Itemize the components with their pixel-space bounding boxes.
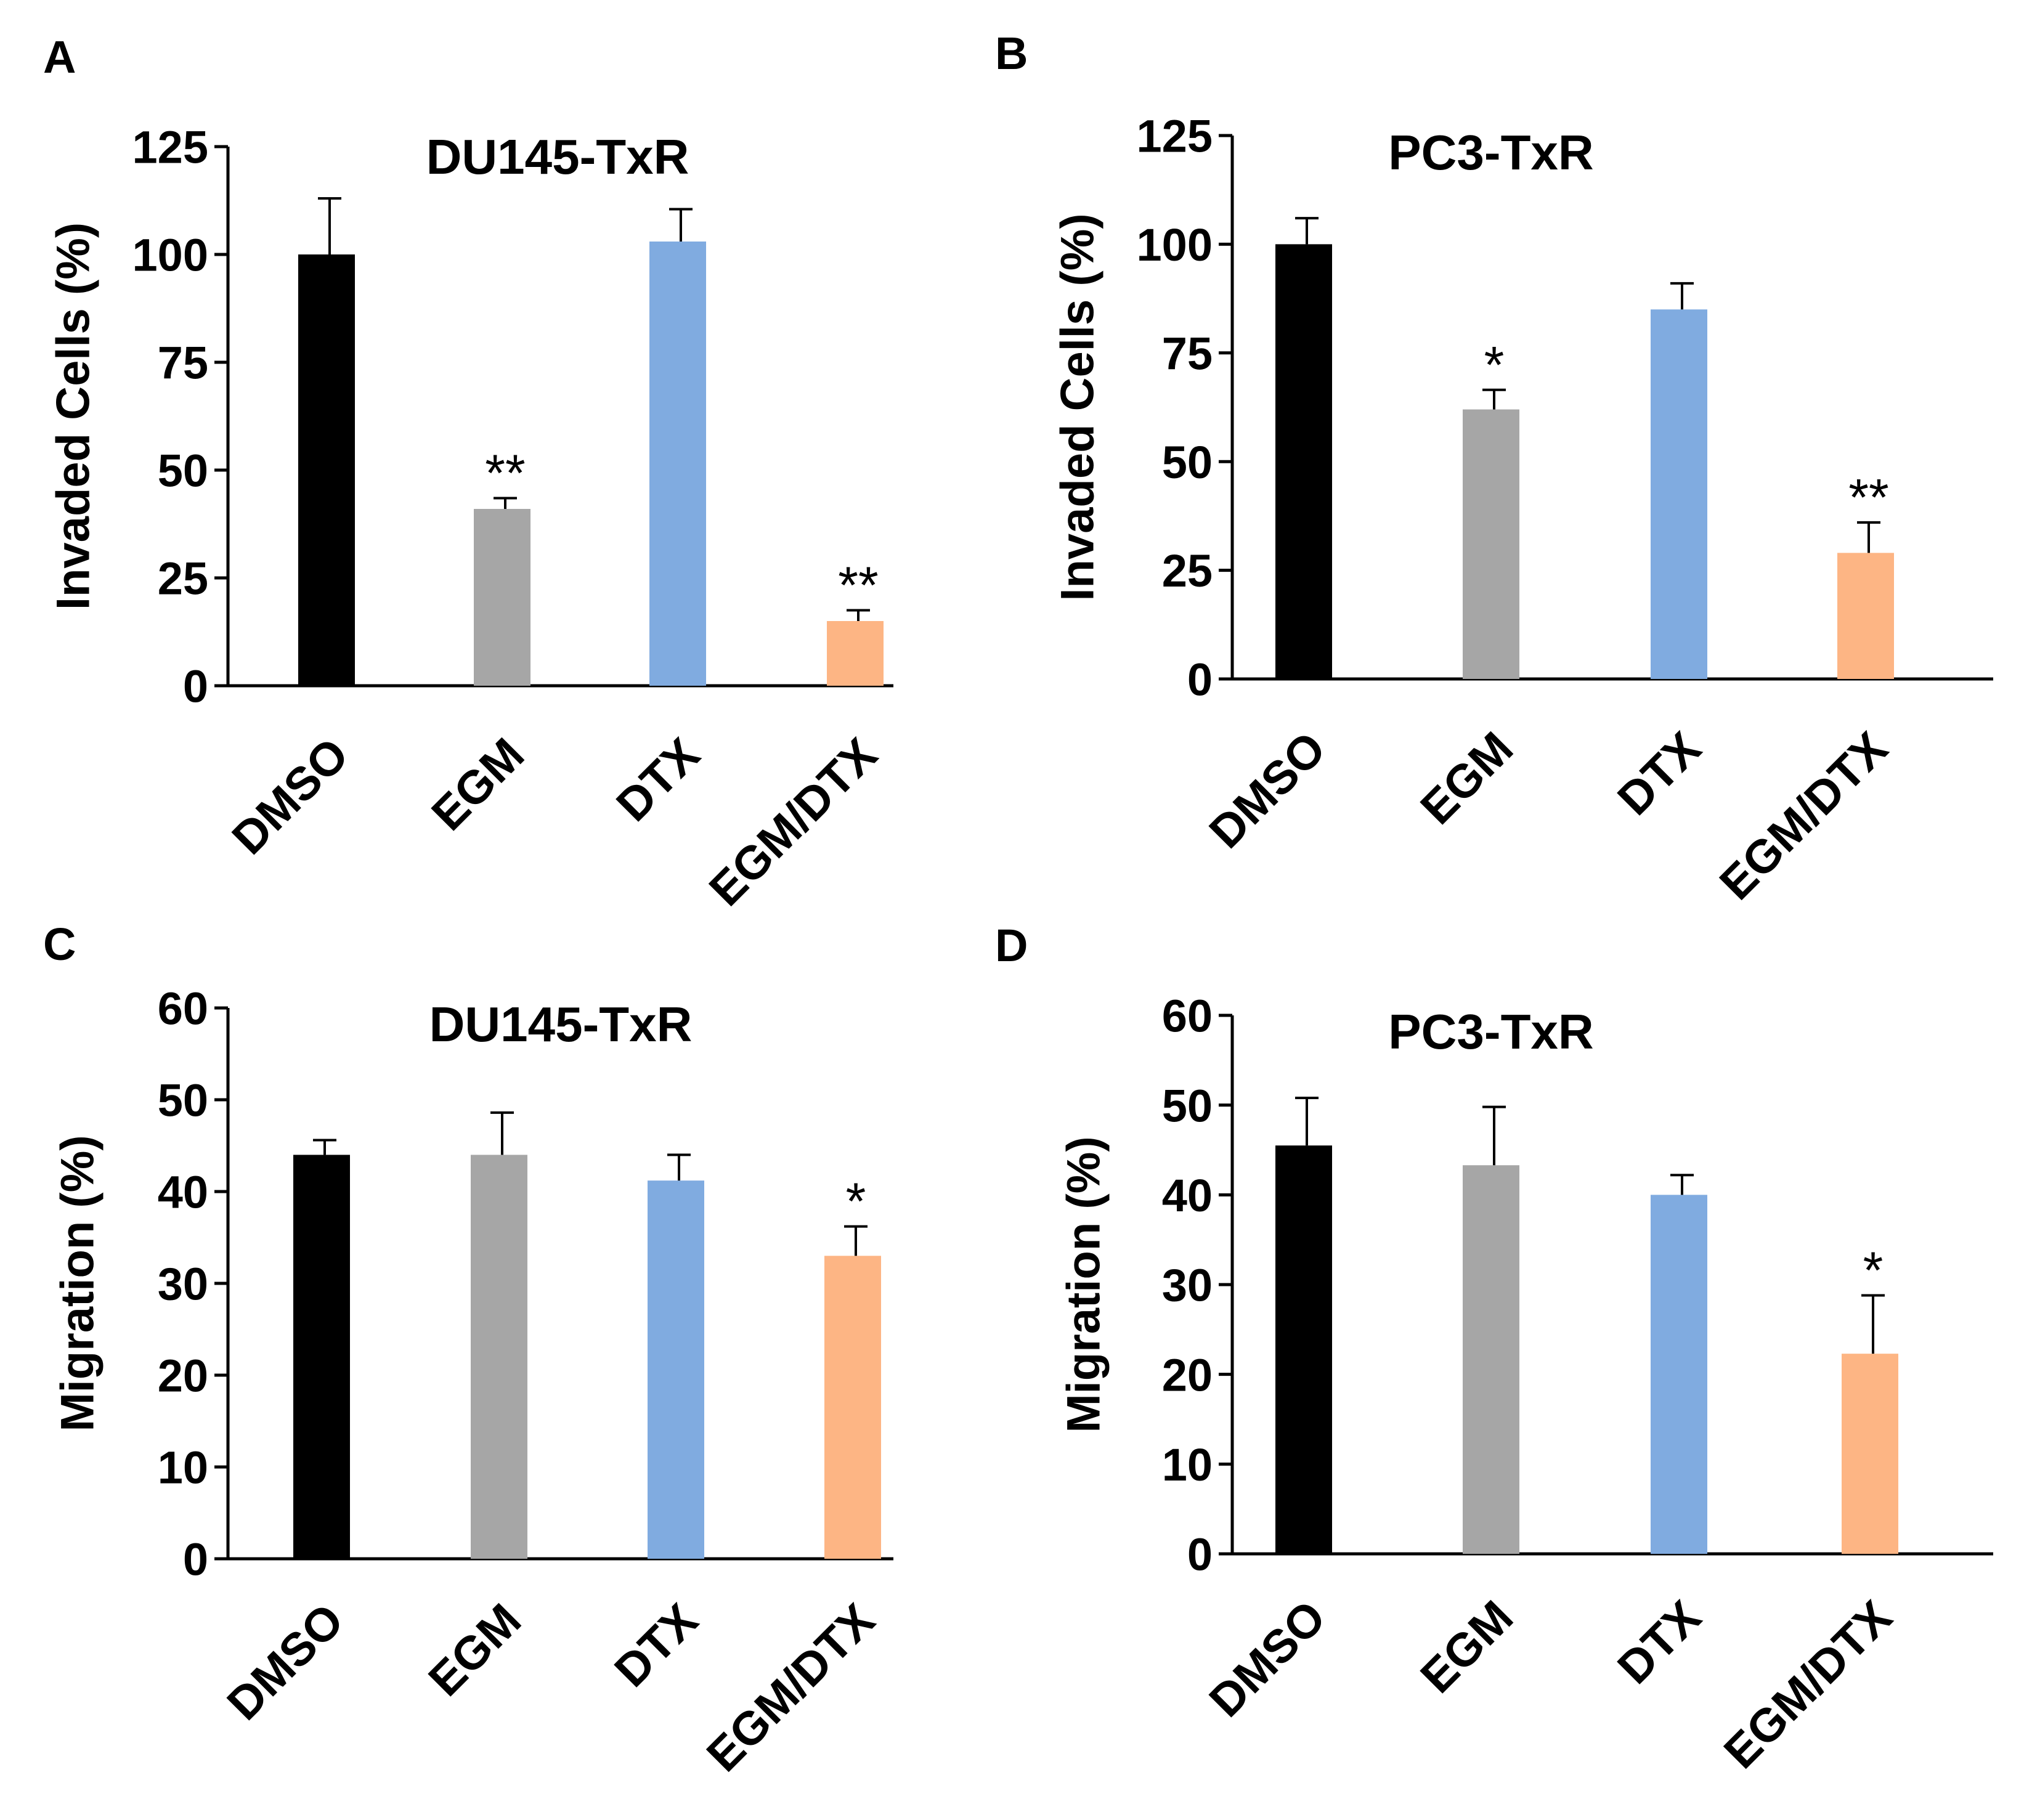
y-tick-label: 30	[1162, 1260, 1213, 1311]
y-tick-label: 20	[158, 1351, 208, 1402]
bar-dtx	[1651, 1195, 1707, 1554]
chart-title: DU145-TxR	[429, 997, 693, 1052]
chart-title: DU145-TxR	[426, 129, 689, 184]
significance-marker: **	[1848, 468, 1888, 526]
y-tick-label: 75	[1162, 328, 1213, 379]
y-tick-label: 0	[183, 1534, 208, 1585]
bar-dtx	[648, 1180, 704, 1559]
y-axis-label: Invaded Cells (%)	[47, 222, 100, 610]
bar-dmso	[1275, 244, 1332, 679]
category-label: EGM/DTX	[697, 1594, 885, 1782]
significance-marker: **	[838, 556, 878, 614]
bar-egm	[474, 509, 530, 686]
y-tick-label: 125	[1137, 111, 1213, 162]
y-tick-label: 0	[1187, 654, 1213, 705]
significance-marker: *	[1863, 1241, 1884, 1299]
bar-egm-dtx	[1842, 1354, 1898, 1554]
category-label: DMSO	[217, 1594, 354, 1730]
category-label: DMSO	[222, 728, 359, 864]
bar-egm-dtx	[827, 621, 884, 686]
panel-letter: A	[43, 31, 76, 83]
y-tick-label: 125	[132, 122, 208, 173]
y-tick-label: 100	[132, 230, 208, 281]
y-tick-label: 0	[183, 661, 208, 712]
panel-b: B PC3-TxR Invaded Cells (%) 0 25 50 75 100 125 DM…	[995, 28, 1993, 910]
y-tick-label: 30	[158, 1259, 208, 1310]
category-label: DMSO	[1200, 1591, 1336, 1727]
bar-egm-dtx	[1837, 553, 1894, 679]
panel-c: C DU145-TxR Migration (%) 0 10 20 30 40 50 60 DMSO…	[43, 919, 893, 1782]
bar-egm	[471, 1155, 527, 1559]
y-tick-label: 40	[1162, 1170, 1213, 1221]
category-label: DTX	[606, 728, 710, 832]
panel-letter: D	[995, 920, 1028, 971]
significance-marker: **	[485, 444, 525, 502]
y-tick-label: 100	[1137, 219, 1213, 270]
y-tick-label: 10	[1162, 1439, 1213, 1490]
category-label: EGM/DTX	[699, 728, 887, 916]
category-label: DTX	[1607, 722, 1711, 826]
category-label: EGM/DTX	[1714, 1591, 1902, 1779]
bar-dmso	[1275, 1145, 1332, 1554]
y-tick-label: 50	[1162, 437, 1213, 488]
bar-dtx	[649, 242, 706, 686]
significance-marker: *	[1484, 336, 1505, 394]
y-tick-label: 40	[158, 1167, 208, 1218]
y-tick-label: 60	[158, 983, 208, 1034]
chart-title: PC3-TxR	[1388, 125, 1593, 180]
y-tick-label: 50	[1162, 1080, 1213, 1131]
bar-egm-dtx	[824, 1256, 881, 1559]
category-label: EGM	[418, 1594, 531, 1707]
category-label: DTX	[1607, 1591, 1711, 1694]
panel-letter: C	[43, 919, 76, 970]
category-label: EGM	[421, 728, 534, 841]
y-axis-label: Migration (%)	[52, 1135, 104, 1431]
y-tick-label: 20	[1162, 1349, 1213, 1400]
panel-letter: B	[995, 28, 1028, 79]
panel-a: A DU145-TxR Invaded Cells (%) 0 25 50 75 100 125…	[43, 31, 893, 916]
y-tick-label: 60	[1162, 991, 1213, 1042]
y-axis-label: Migration (%)	[1058, 1136, 1110, 1432]
significance-marker: *	[846, 1172, 866, 1230]
y-axis-label: Invaded Cells (%)	[1052, 213, 1104, 601]
y-tick-label: 10	[158, 1442, 208, 1493]
y-tick-label: 75	[158, 338, 208, 389]
chart-title: PC3-TxR	[1388, 1004, 1593, 1059]
category-label: DMSO	[1200, 722, 1336, 858]
bar-egm	[1463, 409, 1519, 679]
bar-egm	[1463, 1165, 1519, 1554]
bar-dtx	[1651, 309, 1707, 679]
category-label: DTX	[604, 1594, 708, 1697]
y-tick-label: 50	[158, 445, 208, 497]
bar-dmso	[293, 1155, 350, 1559]
y-tick-label: 0	[1187, 1529, 1213, 1580]
category-label: EGM/DTX	[1710, 722, 1898, 910]
bar-dmso	[298, 254, 355, 686]
panel-d: D PC3-TxR Migration (%) 0 10 20 30 40 50 60 DMSO EG…	[995, 920, 1993, 1779]
category-label: EGM	[1410, 1591, 1523, 1704]
y-tick-label: 25	[158, 553, 208, 604]
y-tick-label: 50	[158, 1075, 208, 1126]
category-label: EGM	[1410, 722, 1523, 835]
y-tick-label: 25	[1162, 545, 1213, 596]
